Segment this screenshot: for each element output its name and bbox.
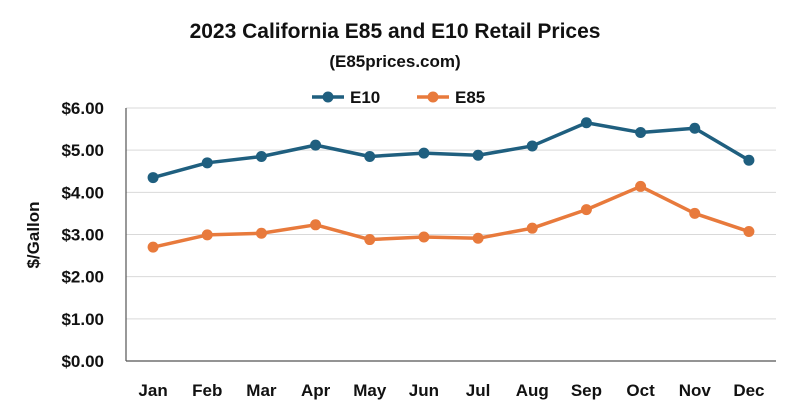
x-tick-labels: Jan Feb Mar Apr May Jun Jul Aug Sep Oct Nov Dec xyxy=(138,381,764,400)
series-e85 xyxy=(147,180,755,253)
data-point-e10 xyxy=(418,147,430,159)
y-tick-label: $0.00 xyxy=(61,352,104,371)
x-tick-label: Aug xyxy=(516,381,549,400)
x-tick-label: Jan xyxy=(138,381,167,400)
data-point-e10 xyxy=(472,149,484,161)
data-point-e10 xyxy=(635,126,647,138)
legend-label: E85 xyxy=(455,88,485,107)
x-tick-label: Dec xyxy=(733,381,764,400)
data-point-e10 xyxy=(526,140,538,152)
y-axis-label: $/Gallon xyxy=(24,201,43,268)
data-point-e85 xyxy=(310,219,322,231)
data-point-e85 xyxy=(580,204,592,216)
y-tick-label: $6.00 xyxy=(61,99,104,118)
data-point-e10 xyxy=(689,122,701,134)
legend-item-e85: E85 xyxy=(417,88,485,107)
y-tick-label: $5.00 xyxy=(61,141,104,160)
data-point-e85 xyxy=(743,226,755,238)
chart-title: 2023 California E85 and E10 Retail Price… xyxy=(190,20,601,43)
data-point-e85 xyxy=(472,232,484,244)
gridlines xyxy=(126,107,776,320)
data-point-e10 xyxy=(580,117,592,129)
legend-item-e10: E10 xyxy=(312,88,380,107)
data-point-e85 xyxy=(147,241,159,253)
data-point-e10 xyxy=(201,157,213,169)
data-point-e85 xyxy=(418,231,430,243)
x-tick-label: Apr xyxy=(301,381,331,400)
x-tick-label: Sep xyxy=(571,381,602,400)
data-point-e10 xyxy=(147,172,159,184)
data-point-e10 xyxy=(310,139,322,151)
axes xyxy=(125,108,776,362)
y-tick-label: $4.00 xyxy=(61,183,104,202)
y-tick-labels: $0.00 $1.00 $2.00 $3.00 $4.00 $5.00 $6.00 xyxy=(61,99,104,371)
series-line-e10 xyxy=(151,121,751,180)
x-tick-label: Nov xyxy=(679,381,712,400)
y-tick-label: $3.00 xyxy=(61,226,104,245)
legend: E10 E85 xyxy=(312,88,485,107)
data-point-e85 xyxy=(364,234,376,246)
x-tick-label: Feb xyxy=(192,381,222,400)
x-tick-label: May xyxy=(353,381,387,400)
legend-swatch-marker xyxy=(322,91,334,103)
series-lines xyxy=(147,117,755,253)
x-tick-label: Oct xyxy=(626,381,655,400)
x-tick-label: Jul xyxy=(466,381,491,400)
chart-subtitle: (E85prices.com) xyxy=(329,52,460,71)
series-e10 xyxy=(147,117,755,184)
x-tick-label: Mar xyxy=(246,381,277,400)
series-line-e85 xyxy=(151,184,751,249)
data-point-e10 xyxy=(255,150,267,162)
data-point-e85 xyxy=(201,229,213,241)
data-point-e85 xyxy=(526,222,538,234)
data-point-e85 xyxy=(635,180,647,192)
y-tick-label: $1.00 xyxy=(61,310,104,329)
data-point-e10 xyxy=(743,154,755,166)
legend-swatch-marker xyxy=(427,91,439,103)
data-point-e85 xyxy=(689,207,701,219)
data-point-e85 xyxy=(255,227,267,239)
y-tick-label: $2.00 xyxy=(61,268,104,287)
x-tick-label: Jun xyxy=(409,381,439,400)
legend-label: E10 xyxy=(350,88,380,107)
data-point-e10 xyxy=(364,150,376,162)
